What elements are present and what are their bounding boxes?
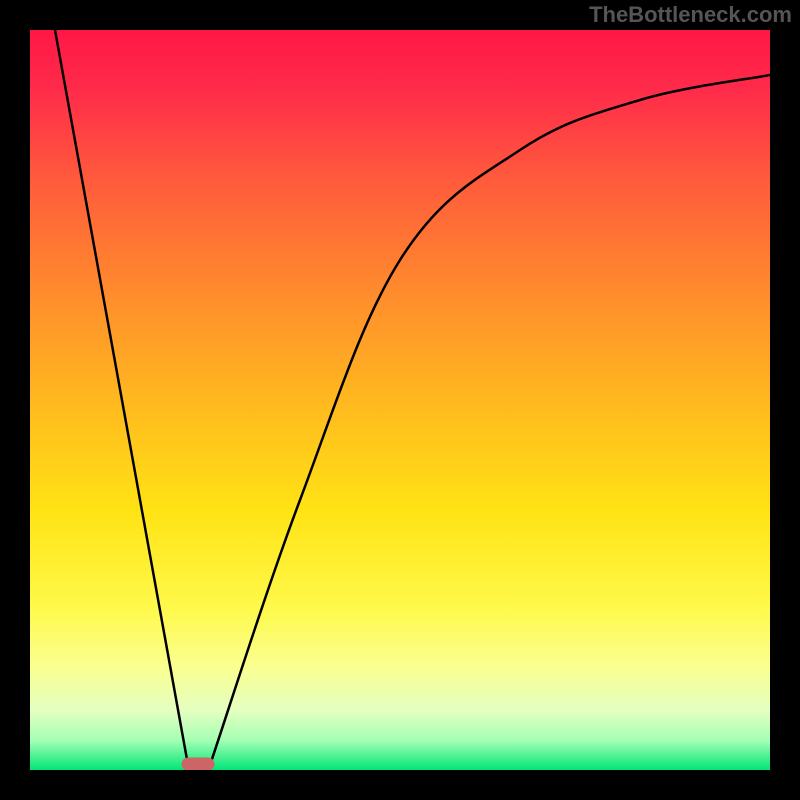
- minimum-marker: [182, 758, 214, 770]
- chart-border: [0, 770, 800, 800]
- chart-border: [770, 0, 800, 800]
- chart-plot-background: [30, 30, 770, 770]
- chart-canvas: [0, 0, 800, 800]
- bottleneck-chart: TheBottleneck.com: [0, 0, 800, 800]
- source-watermark: TheBottleneck.com: [589, 2, 792, 28]
- chart-border: [0, 0, 30, 800]
